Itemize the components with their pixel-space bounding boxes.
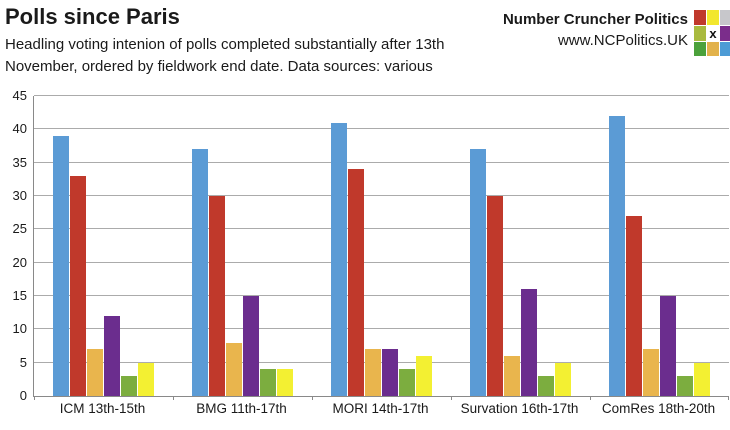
bar-gold	[365, 349, 381, 396]
bar-purple	[382, 349, 398, 396]
bar-yellow	[138, 362, 154, 396]
ncp-logo-icon: x	[694, 10, 730, 56]
bar-yellow	[416, 356, 432, 396]
gridline	[34, 161, 729, 163]
bar-groups	[34, 96, 729, 396]
page-title: Polls since Paris	[5, 4, 180, 29]
y-axis-tick-label: 10	[12, 321, 27, 337]
bar-group	[173, 96, 312, 396]
chart-subtitle: Headling voting intenion of polls comple…	[5, 34, 444, 78]
bar-red	[626, 216, 642, 396]
bar-green	[399, 369, 415, 396]
x-axis-category-label: MORI 14th-17th	[332, 401, 429, 416]
bar-red	[348, 169, 364, 396]
x-axis-labels: ICM 13th-15th BMG 11th-17th MORI 14th-17th…	[33, 401, 728, 416]
bar-blue	[470, 149, 486, 396]
gridline	[34, 361, 729, 363]
x-axis-tick	[590, 396, 591, 400]
bar-red	[209, 196, 225, 396]
bar-gold	[504, 356, 520, 396]
y-axis-tick-label: 0	[19, 388, 27, 403]
y-axis-tick-label: 20	[12, 254, 27, 270]
y-axis-tick-label: 25	[12, 221, 27, 237]
bar-blue	[53, 136, 69, 396]
x-axis-category-label: Survation 16th-17th	[460, 401, 579, 416]
y-axis-tick-label: 45	[12, 88, 27, 103]
x-axis-category-label: ICM 13th-15th	[59, 401, 146, 416]
bar-green	[677, 376, 693, 396]
bar-purple	[660, 296, 676, 396]
x-axis-category-label: ComRes 18th-20th	[601, 401, 716, 416]
y-axis-tick-label: 15	[12, 288, 27, 303]
brand-url: www.NCPolitics.UK	[557, 32, 688, 49]
gridline	[34, 95, 729, 96]
bar-blue	[331, 122, 347, 396]
bar-blue	[609, 116, 625, 396]
logo-cell: x	[707, 25, 719, 41]
bar-group	[34, 96, 173, 396]
bar-group	[451, 96, 590, 396]
gridline	[34, 128, 729, 130]
x-axis-tick	[173, 396, 174, 400]
y-axis-tick-label: 35	[12, 154, 27, 170]
bar-green	[121, 376, 137, 396]
logo-cell	[707, 10, 719, 25]
x-axis-tick	[34, 396, 35, 400]
x-axis-tick	[312, 396, 313, 400]
logo-cell	[720, 25, 730, 41]
subtitle-line-2: November, ordered by fieldwork end date.…	[5, 58, 433, 75]
brand-block: Number Cruncher Politics www.NCPolitics.…	[503, 9, 688, 51]
logo-cell	[694, 25, 706, 41]
subtitle-line-1: Headling voting intenion of polls comple…	[5, 36, 445, 53]
bar-group	[312, 96, 451, 396]
gridline	[34, 228, 729, 230]
bar-red	[70, 176, 86, 396]
logo-cell	[694, 10, 706, 25]
logo-cell	[720, 41, 730, 56]
logo-cell	[707, 41, 719, 56]
bar-blue	[192, 149, 208, 396]
gridline	[34, 195, 729, 196]
gridline	[34, 295, 729, 296]
bar-green	[538, 376, 554, 396]
bar-gold	[643, 349, 659, 396]
y-axis-tick-label: 40	[12, 121, 27, 137]
bar-yellow	[694, 362, 710, 396]
y-axis-tick-label: 30	[12, 188, 27, 203]
logo-cell	[694, 41, 706, 56]
bar-gold	[87, 349, 103, 396]
bar-green	[260, 369, 276, 396]
logo-cell	[720, 10, 730, 25]
y-axis-labels: 0 5 10 15 20 25 30 35 40 45	[0, 88, 27, 403]
gridline	[34, 261, 729, 263]
bar-red	[487, 196, 503, 396]
plot-area	[33, 95, 729, 400]
y-axis-tick-label: 5	[19, 354, 27, 370]
bar-group	[590, 96, 729, 396]
bar-yellow	[277, 369, 293, 396]
brand-name: Number Cruncher Politics	[502, 11, 688, 28]
x-axis-category-label: BMG 11th-17th	[196, 401, 287, 416]
x-axis-tick	[451, 396, 452, 400]
bar-gold	[226, 342, 242, 396]
bar-yellow	[555, 362, 571, 396]
bar-purple	[243, 296, 259, 396]
bar-purple	[521, 289, 537, 396]
gridline	[34, 328, 729, 330]
x-axis-tick	[728, 396, 729, 400]
bar-purple	[104, 316, 120, 396]
